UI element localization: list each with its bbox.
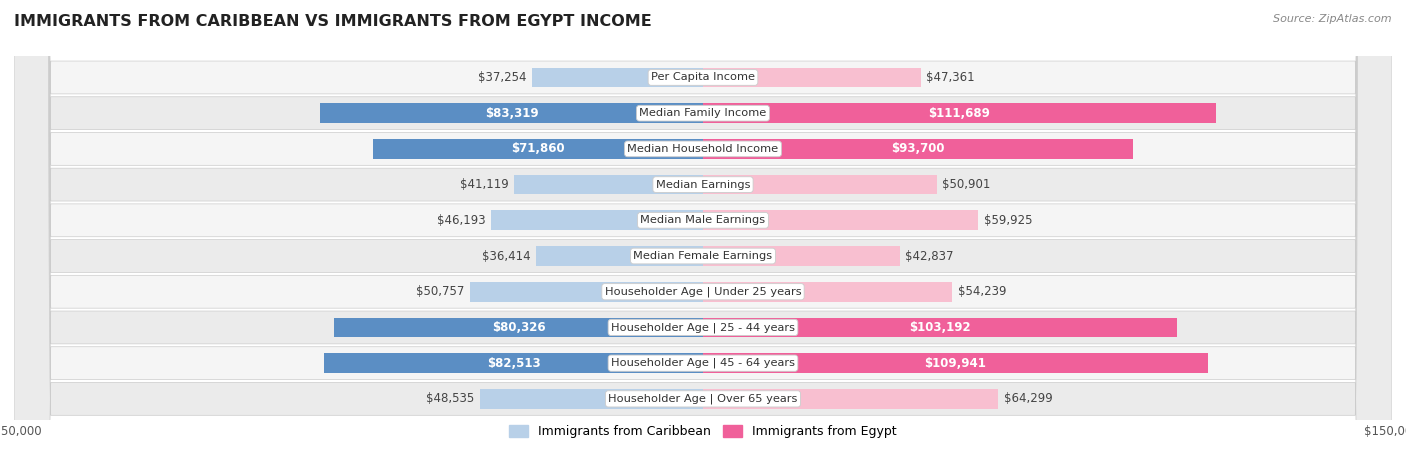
Text: $48,535: $48,535 [426,392,475,405]
Text: Householder Age | Under 25 years: Householder Age | Under 25 years [605,286,801,297]
Text: $64,299: $64,299 [1004,392,1053,405]
Bar [703,103,1216,123]
Bar [531,68,703,87]
Bar [491,211,703,230]
Text: Median Household Income: Median Household Income [627,144,779,154]
Text: Source: ZipAtlas.com: Source: ZipAtlas.com [1274,14,1392,24]
Text: $83,319: $83,319 [485,106,538,120]
Text: $41,119: $41,119 [460,178,509,191]
Bar [703,139,1133,159]
Bar [321,103,703,123]
FancyBboxPatch shape [14,0,1392,467]
FancyBboxPatch shape [14,0,1392,467]
Legend: Immigrants from Caribbean, Immigrants from Egypt: Immigrants from Caribbean, Immigrants fr… [505,420,901,443]
FancyBboxPatch shape [14,0,1392,467]
Bar [703,282,952,302]
Text: IMMIGRANTS FROM CARIBBEAN VS IMMIGRANTS FROM EGYPT INCOME: IMMIGRANTS FROM CARIBBEAN VS IMMIGRANTS … [14,14,652,29]
FancyBboxPatch shape [14,0,1392,467]
FancyBboxPatch shape [14,0,1392,467]
Text: $59,925: $59,925 [984,214,1032,227]
Text: $50,757: $50,757 [416,285,464,298]
Text: Median Female Earnings: Median Female Earnings [634,251,772,261]
Text: $54,239: $54,239 [957,285,1007,298]
Text: $47,361: $47,361 [927,71,974,84]
Text: Median Earnings: Median Earnings [655,180,751,190]
Bar [470,282,703,302]
Text: $36,414: $36,414 [482,249,530,262]
Text: Householder Age | Over 65 years: Householder Age | Over 65 years [609,394,797,404]
FancyBboxPatch shape [14,0,1392,467]
Text: $80,326: $80,326 [492,321,546,334]
Bar [479,389,703,409]
Text: Per Capita Income: Per Capita Income [651,72,755,83]
Bar [703,175,936,194]
FancyBboxPatch shape [14,0,1392,467]
Bar [703,354,1208,373]
Text: Householder Age | 25 - 44 years: Householder Age | 25 - 44 years [612,322,794,333]
Text: $111,689: $111,689 [928,106,990,120]
Bar [703,318,1177,337]
Bar [373,139,703,159]
Bar [323,354,703,373]
Bar [703,389,998,409]
Bar [703,211,979,230]
Text: $93,700: $93,700 [891,142,945,156]
Text: Median Family Income: Median Family Income [640,108,766,118]
Bar [536,246,703,266]
Text: $42,837: $42,837 [905,249,953,262]
Text: Median Male Earnings: Median Male Earnings [641,215,765,225]
Text: $103,192: $103,192 [910,321,970,334]
Bar [703,68,921,87]
Text: $82,513: $82,513 [486,357,540,370]
Text: $37,254: $37,254 [478,71,526,84]
Text: $50,901: $50,901 [942,178,991,191]
Text: $71,860: $71,860 [512,142,565,156]
FancyBboxPatch shape [14,0,1392,467]
Text: $46,193: $46,193 [437,214,485,227]
Bar [515,175,703,194]
FancyBboxPatch shape [14,0,1392,467]
Text: Householder Age | 45 - 64 years: Householder Age | 45 - 64 years [612,358,794,368]
FancyBboxPatch shape [14,0,1392,467]
Text: $109,941: $109,941 [925,357,987,370]
Bar [335,318,703,337]
Bar [703,246,900,266]
